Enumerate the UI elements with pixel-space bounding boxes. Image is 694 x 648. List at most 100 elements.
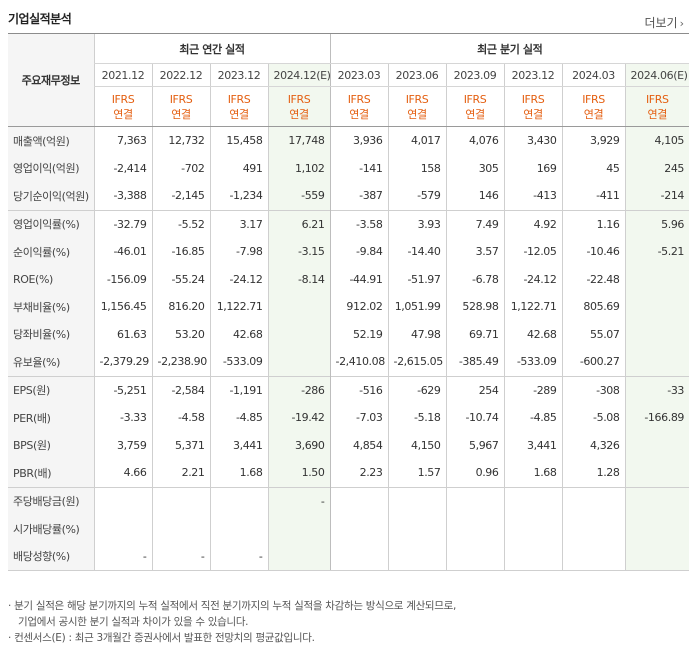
- value-cell: -702: [151, 154, 210, 182]
- ifrs-label: IFRS: [227, 92, 251, 106]
- ifrs-cell: IFRS 연결: [561, 86, 625, 127]
- ifrs-label: IFRS: [111, 92, 135, 106]
- value-cell: -24.12: [503, 265, 562, 293]
- ifrs-label: IFRS: [645, 92, 669, 106]
- value-cell: -33: [624, 375, 690, 404]
- value-cell: 169: [503, 154, 562, 182]
- period-header: 2024.12(E): [267, 63, 330, 87]
- value-cell: 3,441: [209, 431, 268, 459]
- value-cell: 47.98: [387, 320, 446, 348]
- value-cell: [329, 542, 388, 571]
- row-label: 당좌비율(%): [8, 320, 94, 348]
- value-cell: 3,759: [93, 431, 152, 459]
- more-link[interactable]: 더보기 ›: [644, 14, 684, 31]
- consolidated-label: 연결: [583, 107, 604, 121]
- value-cell: 12,732: [151, 126, 210, 155]
- value-cell: 1,102: [267, 154, 330, 182]
- value-cell: 2.23: [329, 459, 388, 487]
- period-header: 2023.06: [387, 63, 446, 87]
- table-row: PER(배) -3.33 -4.58 -4.85 -19.42 -7.03 -5.18 -10…: [8, 404, 690, 432]
- value-cell: 5,371: [151, 431, 210, 459]
- value-cell: -141: [329, 154, 388, 182]
- period-header: 2023.12: [209, 63, 268, 87]
- value-cell: 4,105: [624, 126, 690, 155]
- value-cell: 4,150: [387, 431, 446, 459]
- value-cell: [624, 459, 690, 487]
- value-cell: -: [209, 542, 268, 571]
- value-cell: -1,234: [209, 182, 268, 210]
- value-cell: 4,854: [329, 431, 388, 459]
- ifrs-cell: IFRS 연결: [267, 86, 330, 127]
- value-cell: [267, 320, 330, 348]
- value-cell: 52.19: [329, 320, 388, 348]
- value-cell: 5,967: [445, 431, 504, 459]
- value-cell: [624, 293, 690, 321]
- table-row: 당기순이익(억원) -3,388 -2,145 -1,234 -559 -387 -579 1…: [8, 182, 690, 210]
- value-cell: -286: [267, 375, 330, 404]
- value-cell: -6.78: [445, 265, 504, 293]
- table-row: 영업이익(억원) -2,414 -702 491 1,102 -141 158 305 169 4…: [8, 154, 690, 182]
- ifrs-cell: IFRS 연결: [387, 86, 446, 127]
- value-cell: -411: [561, 182, 625, 210]
- group-annual: 최근 연간 실적: [93, 33, 330, 64]
- value-cell: -3.33: [93, 404, 152, 432]
- value-cell: 1.50: [267, 459, 330, 487]
- value-cell: [445, 515, 504, 543]
- row-label: 시가배당률(%): [8, 515, 94, 543]
- consolidated-label: 연결: [349, 107, 369, 121]
- value-cell: [624, 486, 690, 515]
- value-cell: [329, 486, 388, 515]
- row-label: PBR(배): [8, 459, 94, 487]
- value-cell: 1.68: [209, 459, 268, 487]
- value-cell: -46.01: [93, 238, 152, 266]
- period-header: 2024.03: [561, 63, 625, 87]
- value-cell: -14.40: [387, 238, 446, 266]
- value-cell: -5.08: [561, 404, 625, 432]
- row-label: 당기순이익(억원): [8, 182, 94, 210]
- row-label: 영업이익(억원): [8, 154, 94, 182]
- value-cell: -4.85: [209, 404, 268, 432]
- ifrs-cell: IFRS 연결: [445, 86, 504, 127]
- value-cell: -166.89: [624, 404, 690, 432]
- value-cell: -2,379.29: [93, 348, 152, 376]
- table-row: 매출액(억원) 7,363 12,732 15,458 17,748 3,936 4,017…: [8, 126, 690, 155]
- value-cell: -51.97: [387, 265, 446, 293]
- section-title: 기업실적분석: [8, 12, 72, 26]
- value-cell: 3.93: [387, 209, 446, 238]
- ifrs-cell: IFRS 연결: [93, 86, 152, 127]
- value-cell: -: [267, 486, 330, 515]
- value-cell: 2.21: [151, 459, 210, 487]
- value-cell: [561, 542, 625, 571]
- value-cell: -19.42: [267, 404, 330, 432]
- chevron-right-icon: ›: [679, 17, 684, 30]
- footnote-2: 기업에서 공시한 분기 실적과 차이가 있을 수 있습니다.: [18, 616, 249, 628]
- value-cell: [503, 542, 562, 571]
- value-cell: -2,145: [151, 182, 210, 210]
- period-header: 2021.12: [93, 63, 152, 87]
- row-label: 매출액(억원): [8, 126, 94, 155]
- value-cell: -44.91: [329, 265, 388, 293]
- value-cell: -5.21: [624, 238, 690, 266]
- value-cell: 1.57: [387, 459, 446, 487]
- value-cell: -55.24: [151, 265, 210, 293]
- value-cell: -1,191: [209, 375, 268, 404]
- value-cell: 17,748: [267, 126, 330, 155]
- value-cell: 528.98: [445, 293, 504, 321]
- ifrs-label: IFRS: [521, 92, 545, 106]
- financial-table: 주요재무정보 최근 연간 실적 최근 분기 실적 2021.12 2022.12 2…: [8, 33, 690, 571]
- more-label: 더보기: [644, 16, 678, 30]
- ifrs-cell: IFRS 연결: [503, 86, 562, 127]
- value-cell: [387, 486, 446, 515]
- row-label: PER(배): [8, 404, 94, 432]
- value-cell: [624, 320, 690, 348]
- value-cell: 305: [445, 154, 504, 182]
- value-cell: 3,430: [503, 126, 562, 155]
- value-cell: 42.68: [503, 320, 562, 348]
- value-cell: -289: [503, 375, 562, 404]
- value-cell: -387: [329, 182, 388, 210]
- value-cell: -2,238.90: [151, 348, 210, 376]
- value-cell: -3.58: [329, 209, 388, 238]
- value-cell: -2,584: [151, 375, 210, 404]
- ifrs-cell: IFRS 연결: [151, 86, 210, 127]
- value-cell: -32.79: [93, 209, 152, 238]
